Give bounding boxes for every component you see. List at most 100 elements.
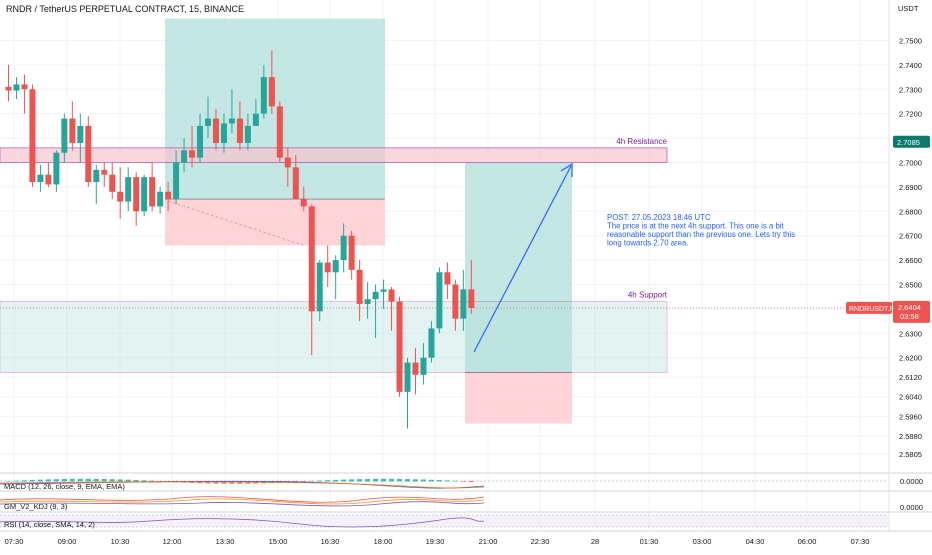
- candle-body: [348, 235, 355, 270]
- candle-body: [460, 289, 467, 319]
- macd-signal-line: [0, 481, 485, 489]
- candle-body: [21, 84, 28, 90]
- candle-body: [452, 284, 459, 319]
- candle-body: [149, 177, 156, 207]
- resistance-price-tag: [893, 135, 930, 148]
- macd-bar: [21, 480, 27, 482]
- candle-body: [37, 174, 44, 183]
- candle-body: [468, 289, 475, 308]
- macd-bar: [405, 479, 410, 482]
- price-tick-label: 2.7200: [899, 110, 922, 119]
- candle-body: [212, 118, 219, 143]
- macd-bar: [333, 479, 339, 482]
- time-tick-label: 13:30: [216, 537, 235, 546]
- support-zone: [0, 301, 668, 373]
- candle-body: [260, 77, 267, 114]
- position-stop-zone: [165, 199, 385, 246]
- macd-bar: [85, 478, 91, 482]
- candle-body: [157, 191, 164, 207]
- macd-bar: [381, 478, 387, 482]
- macd-bar: [373, 478, 379, 482]
- macd-bar: [325, 480, 331, 482]
- post-note-line: long towards 2.70 area.: [607, 239, 689, 248]
- time-tick-label: 16:30: [321, 537, 340, 546]
- candle-body: [117, 191, 124, 202]
- macd-bar: [61, 478, 67, 482]
- macd-bar: [452, 480, 458, 482]
- ticker-tag: [846, 301, 892, 314]
- time-tick-label: 12:00: [163, 537, 182, 546]
- candle-body: [45, 174, 52, 185]
- candle-body: [165, 191, 172, 200]
- macd-bar: [101, 478, 107, 482]
- candle-body: [85, 125, 92, 183]
- macd-bar: [157, 481, 163, 482]
- resistance-label: 4h Resistance: [616, 137, 667, 146]
- candle-body: [141, 177, 148, 212]
- time-tick-label: 09:00: [58, 537, 77, 546]
- last-price-tag: [893, 300, 930, 323]
- candle-body: [356, 269, 363, 305]
- candle-body: [340, 235, 347, 261]
- post-note-line: The price is at the next 4h support. Thi…: [607, 222, 785, 231]
- candle-body: [69, 118, 76, 143]
- price-tick-label: 2.7500: [899, 37, 922, 46]
- candle-body: [268, 77, 275, 107]
- candle-body: [93, 169, 100, 183]
- position-stop-zone: [465, 372, 572, 424]
- macd-bar: [389, 478, 395, 482]
- time-tick-label: 19:30: [426, 537, 445, 546]
- symbol-title: RNDR / TetherUS PERPETUAL CONTRACT, 15, …: [6, 4, 245, 14]
- post-note-line: reasonable support than the previous one…: [607, 230, 795, 239]
- macd-bar: [460, 481, 466, 482]
- candle-body: [276, 106, 283, 158]
- macd-bar: [412, 479, 418, 482]
- currency-label: USDT: [898, 4, 919, 13]
- price-tick-label: 2.7000: [899, 159, 922, 168]
- time-tick-label: 21:00: [479, 537, 498, 546]
- macd-bar: [117, 479, 123, 482]
- candle-body: [332, 260, 339, 273]
- price-tick-label: 2.6700: [899, 232, 922, 241]
- macd-bar: [468, 481, 474, 483]
- kdj-label: GM_V2_KDJ (9, 3): [4, 502, 68, 511]
- candle-body: [61, 118, 68, 153]
- macd-bar: [436, 480, 442, 482]
- candle-body: [300, 199, 307, 207]
- candle-body: [324, 262, 331, 273]
- support-label: 4h Support: [628, 291, 668, 300]
- price-tick-label: 2.6120: [899, 373, 922, 382]
- time-tick-label: 22:30: [531, 537, 550, 546]
- rsi-band: [0, 515, 888, 527]
- last-price-text: 2.6404: [898, 303, 921, 312]
- price-tick-label: 2.6300: [899, 329, 922, 338]
- macd-bar: [77, 478, 83, 482]
- candle-body: [412, 362, 419, 375]
- position-profit-zone: [165, 18, 385, 200]
- candle-body: [236, 118, 243, 143]
- macd-bar: [341, 479, 347, 482]
- candle-body: [372, 291, 379, 300]
- candle-body: [109, 174, 116, 192]
- macd-bar: [53, 479, 59, 482]
- candle-body: [428, 328, 435, 358]
- time-tick-label: 04:30: [746, 537, 765, 546]
- price-tick-label: 2.5960: [899, 412, 922, 421]
- price-tick-label: 2.7400: [899, 61, 922, 70]
- macd-value: 0.0000: [900, 477, 923, 486]
- candle-body: [181, 150, 188, 163]
- macd-bar: [444, 480, 450, 482]
- macd-bar: [397, 478, 403, 482]
- candle-body: [205, 118, 211, 126]
- macd-bar: [349, 479, 355, 482]
- price-tick-label: 2.6600: [899, 256, 922, 265]
- candle-body: [316, 262, 323, 312]
- macd-bar: [109, 479, 115, 482]
- candle-body: [133, 177, 140, 212]
- kdj-line-j: [0, 501, 485, 507]
- time-tick-label: 28: [591, 537, 599, 546]
- macd-bar: [141, 480, 147, 482]
- candle-body: [13, 84, 20, 91]
